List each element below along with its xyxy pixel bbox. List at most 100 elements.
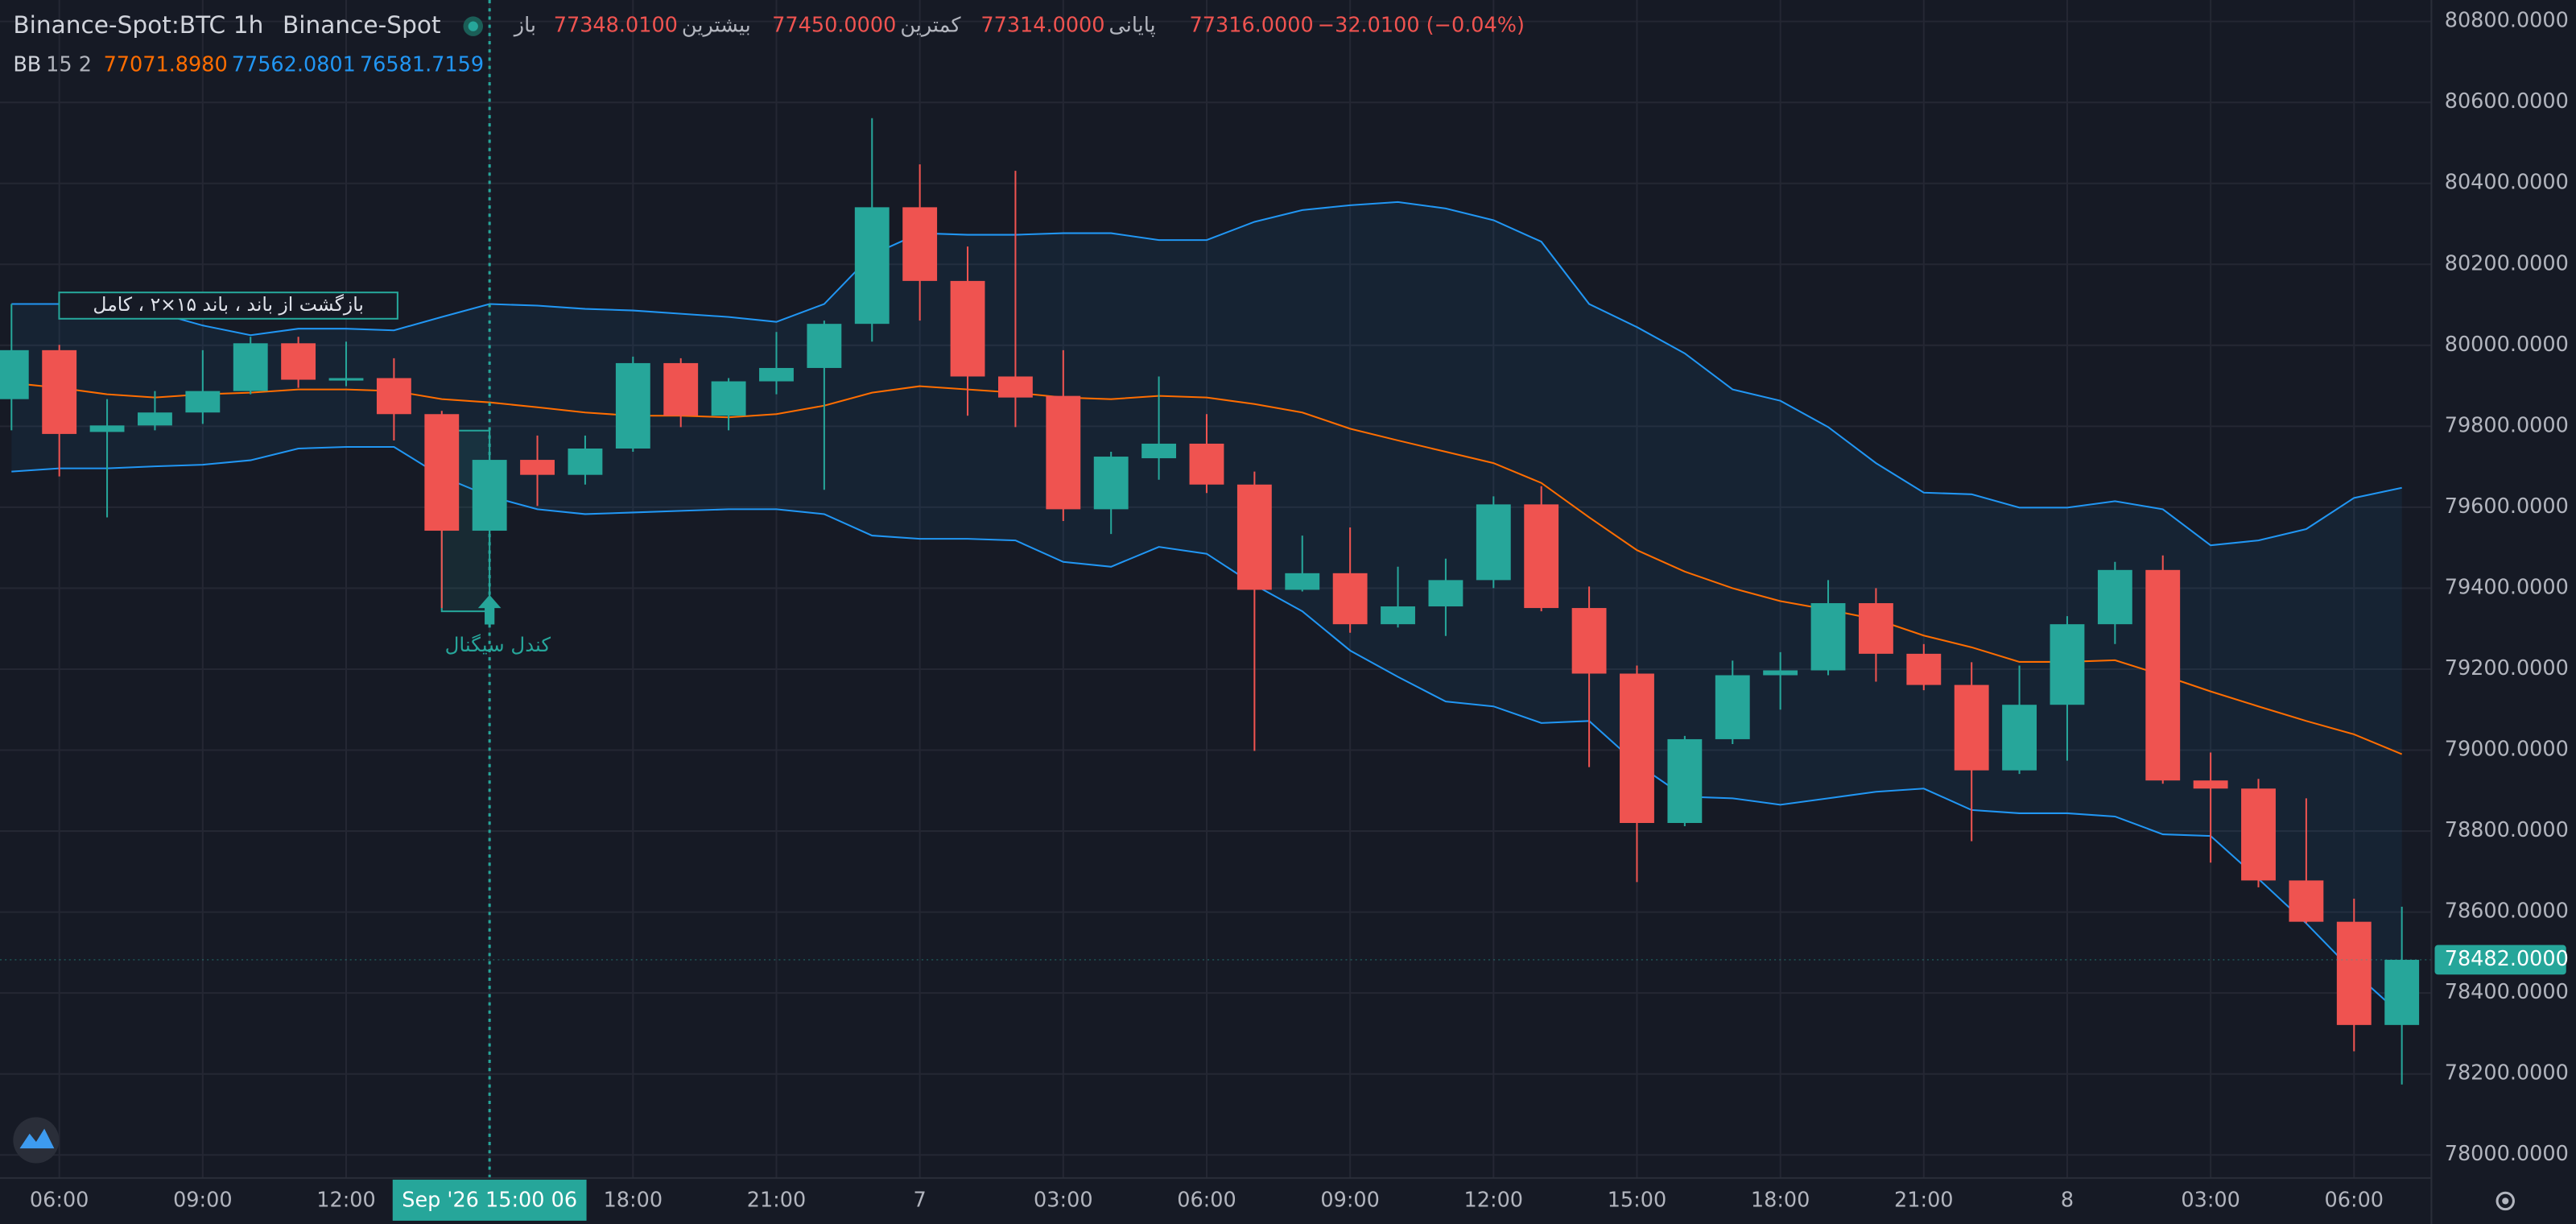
y-tick-label: 80600.0000 — [2445, 89, 2569, 114]
candle-body — [520, 460, 555, 475]
candle-body — [1285, 573, 1320, 590]
x-tick-label: 06:00 — [30, 1188, 89, 1212]
settings-icon[interactable] — [2496, 1191, 2515, 1211]
annotation-box — [58, 292, 398, 320]
candle-body — [138, 412, 172, 426]
candle-body — [2050, 624, 2085, 705]
legend-value: 77450.0000 — [772, 14, 896, 38]
x-tick-label: 12:00 — [316, 1188, 376, 1212]
candle-body — [2097, 569, 2132, 625]
crosshair-label: Sep '26 15:00 06 — [402, 1188, 577, 1212]
candle-body — [1189, 443, 1224, 485]
candle-body — [1858, 603, 1893, 654]
indicator-params: 15 2 — [46, 53, 92, 77]
legend-label: کمترین — [900, 14, 961, 38]
candle-body — [950, 280, 985, 377]
candle-body — [2193, 780, 2228, 789]
grid — [0, 0, 2432, 1178]
x-tick-label: 8 — [2061, 1188, 2074, 1212]
candle-body — [568, 448, 603, 475]
x-tick-label: 06:00 — [2325, 1188, 2384, 1212]
settings-icon — [2502, 1197, 2509, 1205]
indicator-value: 76581.7159 — [360, 53, 484, 77]
candle-body — [281, 343, 316, 380]
y-tick-label: 78000.0000 — [2445, 1142, 2569, 1166]
legend-change: −32.0100 (−0.04%) — [1318, 14, 1525, 38]
candle-body — [1810, 603, 1846, 671]
candle-body — [998, 376, 1033, 398]
candle-body — [1524, 504, 1559, 609]
candle-body — [1381, 606, 1415, 625]
candle-body — [1141, 443, 1177, 459]
y-tick-label: 80200.0000 — [2445, 251, 2569, 275]
x-tick-label: 03:00 — [1034, 1188, 1093, 1212]
legend-value: 77314.0000 — [980, 14, 1104, 38]
candle-body — [1906, 653, 1942, 685]
annotation: بازگشت از باند ، باند ۱۵×۲ ، کامل — [93, 293, 363, 316]
crosshair-label-bg — [392, 1179, 587, 1221]
y-tick-label: 79400.0000 — [2445, 575, 2569, 599]
candle-body — [2384, 959, 2420, 1025]
legend-value: 77348.0100 — [554, 14, 678, 38]
candle-body — [807, 324, 842, 368]
y-tick-label: 80800.0000 — [2445, 9, 2569, 33]
legend-label: باز — [513, 14, 536, 38]
candle-body — [2241, 788, 2276, 881]
candle-body — [376, 378, 411, 415]
logo-icon — [19, 1128, 55, 1149]
candle-body — [1093, 457, 1129, 510]
y-tick-label: 79000.0000 — [2445, 738, 2569, 762]
legend-value: 77316.0000 — [1190, 14, 1314, 38]
candle-body — [1236, 484, 1272, 590]
candle-body — [233, 343, 268, 391]
y-tick-label: 78600.0000 — [2445, 899, 2569, 924]
symbol[interactable]: Binance-Spot:BTC — [13, 11, 225, 39]
candle-body — [1428, 580, 1463, 607]
x-tick-label: 7 — [914, 1188, 927, 1212]
y-tick-label: 79800.0000 — [2445, 413, 2569, 437]
x-tick-label: 18:00 — [604, 1188, 663, 1212]
logo[interactable] — [13, 1117, 60, 1164]
band-line — [11, 445, 2403, 1016]
candle-body — [89, 425, 125, 432]
indicator-value: 77562.0801 — [232, 53, 356, 77]
candle-body — [1667, 738, 1703, 823]
y-tick-label: 79200.0000 — [2445, 656, 2569, 680]
candle-body — [1620, 673, 1654, 823]
candle-body — [902, 207, 938, 281]
x-tick-label: 09:00 — [173, 1188, 233, 1212]
y-tick-label: 78200.0000 — [2445, 1061, 2569, 1085]
y-tick-label: 78800.0000 — [2445, 818, 2569, 842]
legend-label: بیشترین — [682, 14, 751, 38]
candle-body — [2336, 921, 2372, 1025]
candle-body — [1715, 675, 1750, 739]
candle-body — [2289, 880, 2324, 922]
candle-body — [1332, 573, 1368, 625]
interval[interactable]: 1h — [233, 11, 264, 39]
candle-body — [2002, 705, 2037, 771]
x-tick-label: 03:00 — [2181, 1188, 2240, 1212]
x-tick-label: 21:00 — [1894, 1188, 1954, 1212]
x-tick-label: 06:00 — [1177, 1188, 1236, 1212]
signal-arrow — [477, 594, 502, 625]
candle-body — [1476, 504, 1511, 581]
x-tick-label: 12:00 — [1464, 1188, 1524, 1212]
candle-body — [185, 391, 221, 413]
candle-body — [1571, 608, 1607, 674]
candle-body — [0, 349, 29, 399]
candle-body — [328, 378, 364, 381]
candle-body — [663, 362, 699, 416]
indicator-name[interactable]: BB — [13, 53, 41, 77]
band-line — [11, 201, 2402, 547]
x-tick-label: 09:00 — [1320, 1188, 1380, 1212]
candle-body — [1954, 684, 1989, 771]
candle-body — [711, 381, 746, 416]
status-dot — [468, 21, 478, 31]
candle-body — [759, 367, 794, 382]
y-tick-label: 80400.0000 — [2445, 171, 2569, 195]
x-tick-label: 21:00 — [747, 1188, 807, 1212]
plot — [0, 0, 2432, 1178]
indicator-value: 77071.8980 — [104, 53, 228, 77]
band-fill — [11, 201, 2402, 1015]
